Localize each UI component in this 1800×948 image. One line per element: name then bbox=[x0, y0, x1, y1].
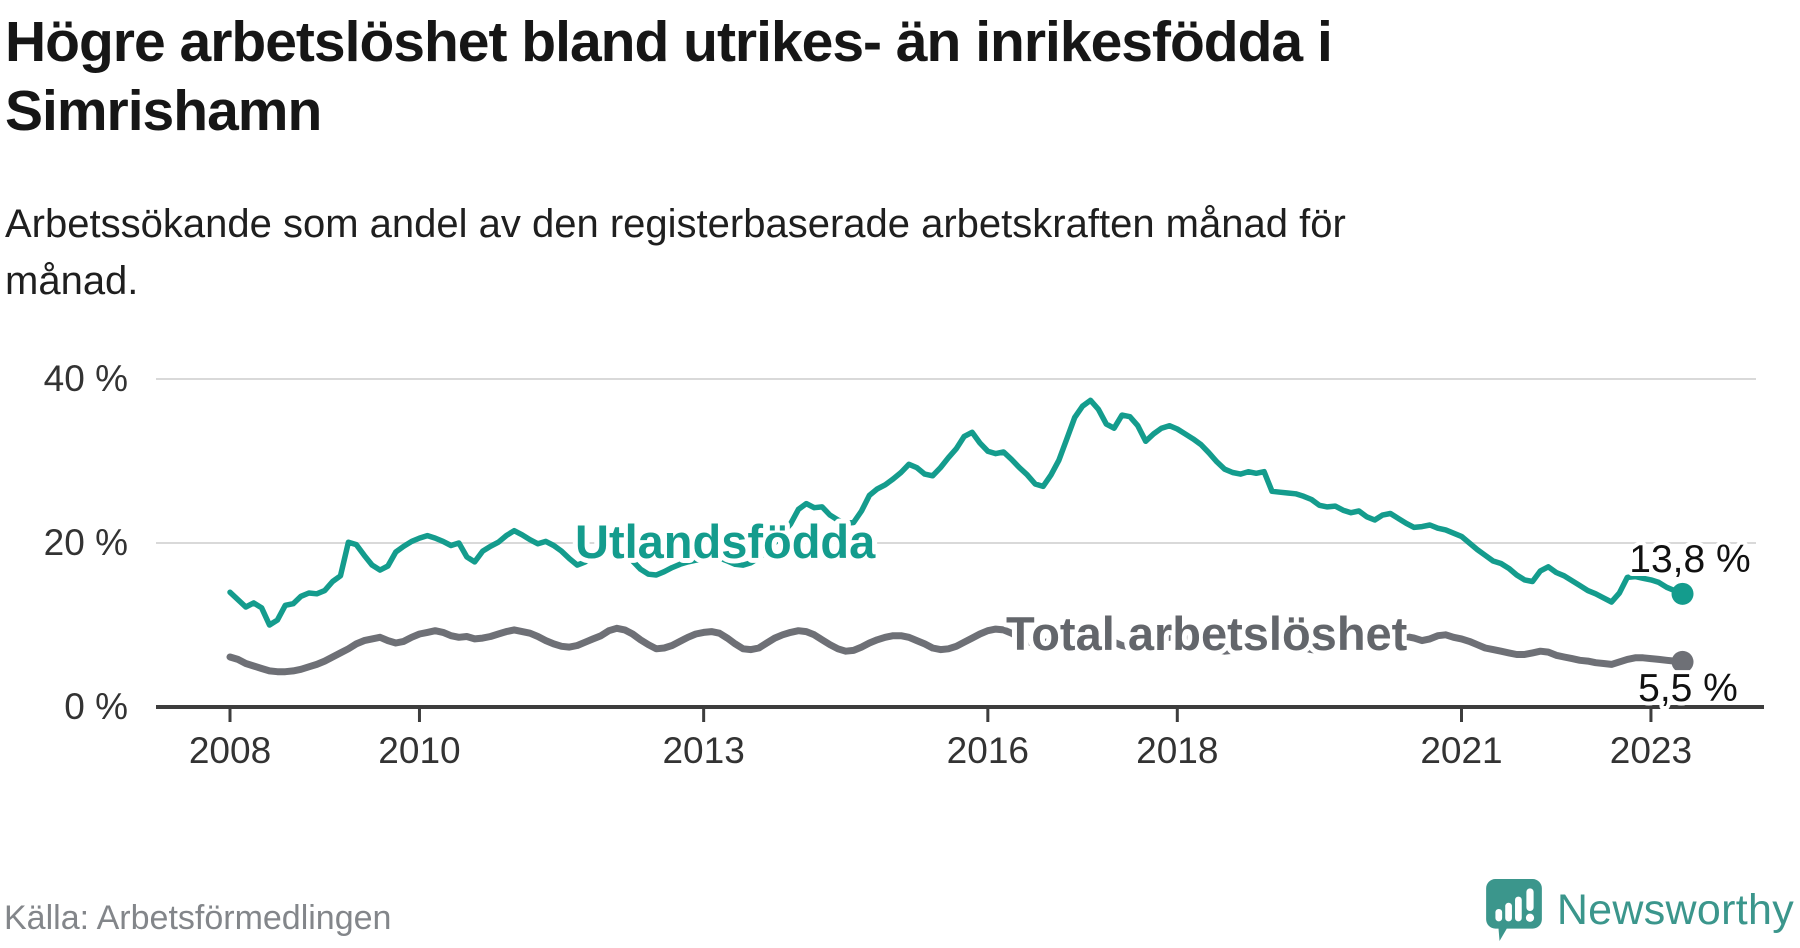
series-lines bbox=[226, 397, 1686, 676]
title-line-1: Högre arbetslöshet bland utrikes- än inr… bbox=[5, 10, 1333, 74]
title-line-2: Simrishamn bbox=[5, 79, 322, 143]
x-tick-label: 2018 bbox=[1136, 730, 1218, 771]
series-line-total-arbetsloshet bbox=[226, 624, 1686, 676]
x-tick-label: 2008 bbox=[189, 730, 271, 771]
end-dot-utlandsfodda bbox=[1671, 582, 1694, 605]
end-dot-total-arbetsloshet bbox=[1671, 650, 1694, 673]
x-tick-label: 2023 bbox=[1610, 730, 1692, 771]
series-labels: Utlandsfödda Total arbetslöshet 13,8 % 5… bbox=[570, 510, 1755, 714]
end-value-label-utlandsfodda: 13,8 % bbox=[1629, 538, 1750, 581]
y-tick-label: 40 % bbox=[44, 358, 128, 399]
newsworthy-logo: Newsworthy bbox=[1485, 878, 1794, 942]
series-label-total-arbetsloshet: Total arbetslöshet bbox=[1006, 607, 1408, 660]
x-tick-label: 2021 bbox=[1420, 730, 1502, 771]
y-tick-label: 0 % bbox=[64, 686, 128, 727]
newsworthy-wordmark: Newsworthy bbox=[1556, 885, 1794, 934]
end-value-label-total: 5,5 % bbox=[1638, 667, 1738, 710]
subtitle-line-1: Arbetssökande som andel av den registerb… bbox=[5, 202, 1346, 246]
x-tick-label: 2016 bbox=[947, 730, 1029, 771]
page-title: Högre arbetslöshet bland utrikes- än inr… bbox=[5, 8, 1333, 146]
x-axis: 2008 2010 2013 2016 2018 2021 2023 bbox=[156, 705, 1764, 771]
newsworthy-logo-icon bbox=[1485, 879, 1542, 941]
y-tick-label: 20 % bbox=[44, 522, 128, 563]
series-label-utlandsfodda: Utlandsfödda bbox=[575, 515, 876, 568]
series-end-dots bbox=[1671, 582, 1694, 673]
gridlines: 0 % 20 % 40 % bbox=[44, 358, 1756, 727]
series-line-utlandsfodda bbox=[227, 397, 1686, 628]
subtitle-line-2: månad. bbox=[5, 259, 139, 303]
x-tick-label: 2010 bbox=[378, 730, 460, 771]
source-caption: Källa: Arbetsförmedlingen bbox=[4, 899, 392, 937]
line-chart: 0 % 20 % 40 % 2008 2010 2013 2016 2018 2021 2023… bbox=[44, 358, 1764, 771]
chart-subtitle: Arbetssökande som andel av den registerb… bbox=[5, 196, 1346, 310]
x-tick-label: 2013 bbox=[662, 730, 744, 771]
